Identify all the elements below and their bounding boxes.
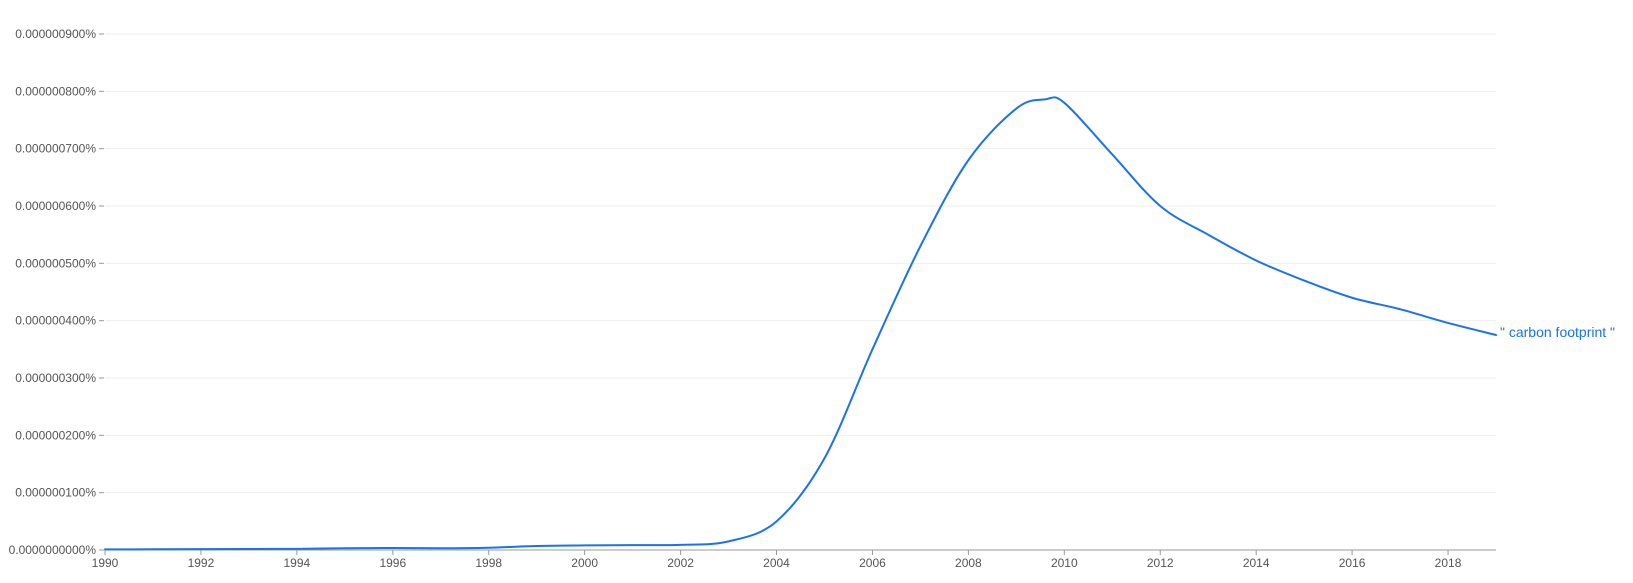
x-tick-label: 1992 (188, 556, 215, 570)
x-tick-label: 2000 (571, 556, 598, 570)
x-tick-label: 1998 (475, 556, 502, 570)
y-tick-label: 0.000000600% (15, 199, 96, 213)
x-tick-label: 2002 (667, 556, 694, 570)
x-tick-label: 2016 (1339, 556, 1366, 570)
y-tick-label: 0.000000700% (15, 142, 96, 156)
x-tick-label: 2006 (859, 556, 886, 570)
x-tick-label: 1990 (92, 556, 119, 570)
x-tick-label: 2012 (1147, 556, 1174, 570)
series-line-carbon-footprint[interactable] (104, 96, 1497, 551)
y-tick-label: 0.000000400% (15, 314, 96, 328)
x-tick-label: 1996 (379, 556, 406, 570)
series-label-carbon-footprint[interactable]: " carbon footprint " (1500, 324, 1615, 340)
x-tick-label: 2018 (1435, 556, 1462, 570)
axes: 0.0000000000% 0.000000100% 0.000000200% 0.0… (9, 27, 1496, 570)
x-tick-label: 2014 (1243, 556, 1270, 570)
y-tick-label: 0.000000800% (15, 84, 96, 98)
x-tick-label: 1994 (284, 556, 311, 570)
x-tick-label: 2004 (763, 556, 790, 570)
y-tick-label: 0.000000200% (15, 428, 96, 442)
x-tick-label: 2010 (1051, 556, 1078, 570)
series: " carbon footprint " (104, 96, 1615, 551)
y-tick-label: 0.000000900% (15, 27, 96, 41)
y-tick-label: 0.000000500% (15, 256, 96, 270)
y-tick-label: 0.0000000000% (9, 543, 97, 557)
x-tick-label: 2008 (955, 556, 982, 570)
y-tick-label: 0.000000300% (15, 371, 96, 385)
y-tick-label: 0.000000100% (15, 486, 96, 500)
gridlines (105, 33, 1496, 494)
